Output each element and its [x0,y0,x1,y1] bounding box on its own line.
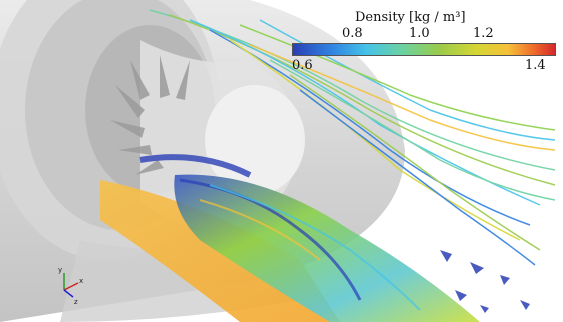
axis-y-label: y [58,266,62,274]
legend-tick-0-6: 0.6 [292,58,313,73]
vortex-jet [139,154,480,322]
legend-tick-1-2: 1.2 [473,26,494,41]
density-colorbar [292,43,556,56]
turbine-blades [110,55,190,175]
axis-x-label: x [79,277,83,285]
axis-triad: y x z [58,266,83,306]
legend-title: Density [kg / m³] [355,10,466,25]
legend-tick-1-4: 1.4 [525,58,546,73]
nacelle [0,0,405,322]
blue-flakes [440,250,530,313]
streamlines [149,9,556,266]
legend-tick-0-8: 0.8 [342,26,363,41]
legend-tick-1-0: 1.0 [409,26,430,41]
axis-z-label: z [74,298,78,306]
